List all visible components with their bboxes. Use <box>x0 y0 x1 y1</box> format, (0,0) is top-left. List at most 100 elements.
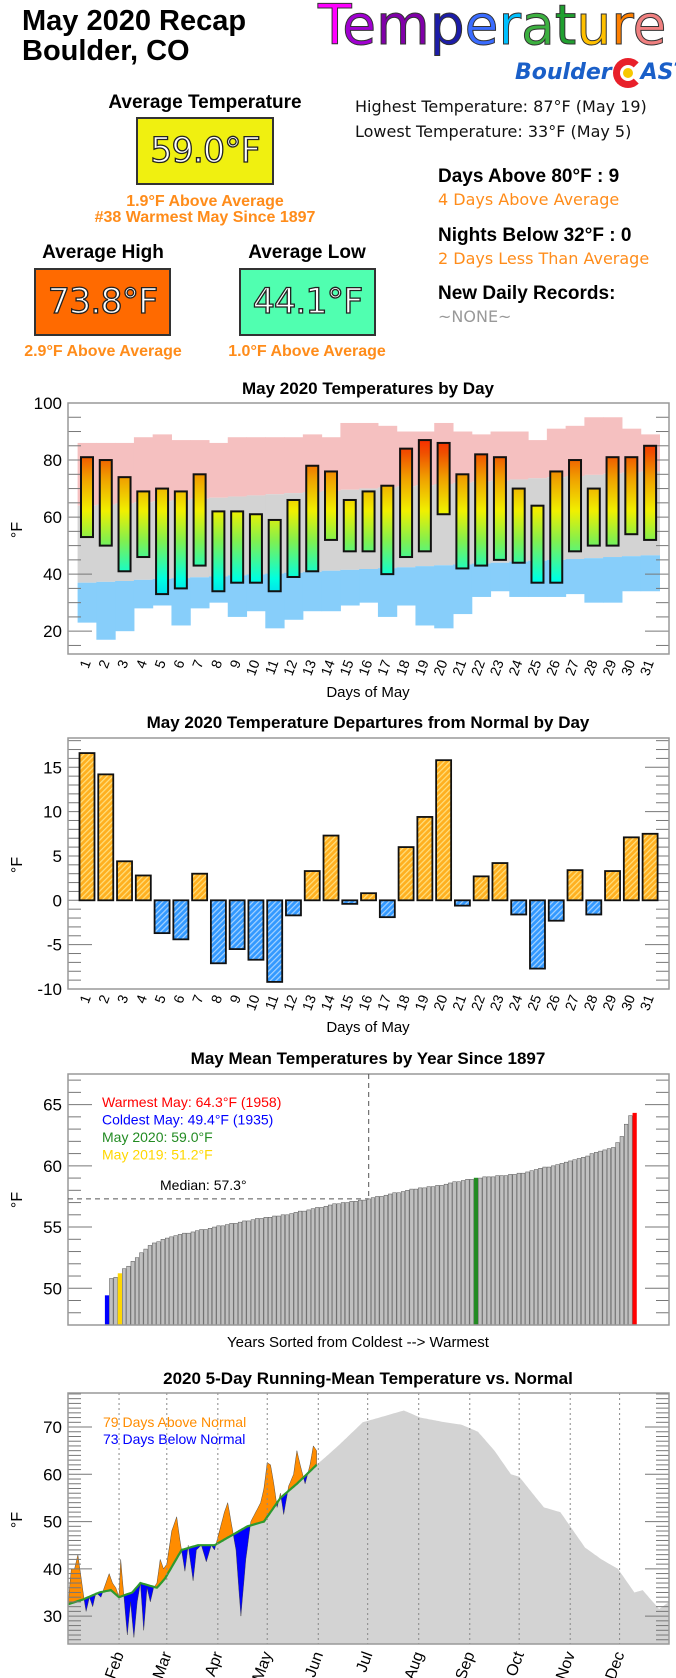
year-bar <box>323 1205 328 1326</box>
year-bar <box>332 1203 337 1326</box>
chart4-ytick-label: 60 <box>43 1465 62 1484</box>
nights-below-32-note: 2 Days Less Than Average <box>438 249 650 268</box>
year-bar <box>409 1188 414 1326</box>
year-bar <box>233 1223 238 1326</box>
departure-bar <box>453 899 471 907</box>
daily-range-bar <box>586 487 601 547</box>
chart2-xlabel: Days of May <box>326 1019 410 1036</box>
avg-high-departure: 2.9°F Above Average <box>24 343 182 360</box>
daily-range-bar <box>474 453 489 567</box>
highlight-year-bar <box>473 1177 479 1326</box>
highest-temp: Highest Temperature: 87°F (May 19) <box>355 97 647 116</box>
daily-range-bar <box>211 510 226 593</box>
chart3-ylabel: °F <box>9 1192 26 1208</box>
avg-temp-box: 59.0°F <box>136 117 274 185</box>
chart1-ytick-label: 100 <box>34 394 62 413</box>
year-bar <box>293 1212 298 1326</box>
year-bar <box>207 1228 213 1326</box>
departure-bar <box>247 899 265 961</box>
departure-bar <box>134 874 152 902</box>
chart1-xtick-label: 9 <box>226 657 244 670</box>
daily-range-bar <box>305 464 320 573</box>
chart1-xtick-label: 12 <box>280 657 300 677</box>
daily-range-bar <box>98 459 113 547</box>
chart1-xtick-label: 10 <box>242 657 262 677</box>
year-bar <box>229 1223 234 1326</box>
logo-letter: e <box>464 0 499 57</box>
legend-entry: Coldest May: 49.4°F (1935) <box>102 1112 273 1128</box>
chart1-xtick-label: 29 <box>599 657 619 677</box>
nights-below-32: Nights Below 32°F : 0 <box>438 225 632 246</box>
chart1-ytick-label: 80 <box>43 451 62 470</box>
record-low-band <box>584 558 604 603</box>
chart2-xtick-label: 16 <box>355 992 375 1012</box>
year-bar <box>418 1187 423 1326</box>
record-low-band <box>302 571 323 612</box>
days-above-80-note: 4 Days Above Average <box>438 190 620 209</box>
chart2-xtick-label: 31 <box>637 992 657 1012</box>
departure-bar <box>228 899 246 950</box>
departure-bar <box>641 832 659 902</box>
record-low-band <box>340 569 360 606</box>
daily-range-bar <box>624 456 639 536</box>
record-low-band <box>227 575 248 617</box>
legend-entry: 79 Days Above Normal <box>103 1414 246 1430</box>
chart1-xtick-label: 2 <box>95 657 113 670</box>
chart3-title: May Mean Temperatures by Year Since 1897 <box>191 1049 546 1068</box>
daily-range-bar <box>192 473 207 567</box>
year-bar <box>362 1199 367 1326</box>
departure-bar <box>472 875 490 902</box>
year-bar <box>443 1183 448 1326</box>
year-bar <box>435 1185 440 1326</box>
chart1-xtick-label: 21 <box>449 657 469 677</box>
year-bar <box>109 1278 114 1326</box>
daily-range-bar <box>417 439 432 553</box>
chart2-ytick-label: -5 <box>47 936 62 955</box>
year-bar <box>508 1174 513 1326</box>
chart1-title: May 2020 Temperatures by Day <box>242 379 495 398</box>
departure-bar <box>491 862 509 902</box>
departure-bar <box>153 899 171 935</box>
chart2-xtick-label: 24 <box>505 992 525 1012</box>
year-bar <box>255 1218 260 1326</box>
record-low-band <box>359 569 379 603</box>
year-bar <box>315 1207 320 1326</box>
chart4-ytick-label: 40 <box>43 1560 62 1579</box>
departure-bar <box>78 752 96 902</box>
month-tick-label: May <box>250 1650 276 1678</box>
year-bar <box>456 1181 461 1326</box>
year-bar <box>225 1224 230 1326</box>
chart1-xlabel: Days of May <box>326 684 410 701</box>
record-low-band <box>321 570 341 612</box>
chart1-xtick-label: 14 <box>317 657 337 677</box>
chart1-xtick-label: 3 <box>114 657 132 670</box>
normal-line-2020 <box>67 1464 318 1606</box>
year-bar <box>516 1172 521 1326</box>
chart1-xtick-label: 30 <box>618 657 638 677</box>
logo-letter: m <box>376 0 431 57</box>
daily-range-bar <box>342 498 357 553</box>
logo-letter: u <box>576 0 612 57</box>
departure-bar <box>566 869 584 902</box>
year-bar <box>551 1165 556 1326</box>
departure-bar <box>604 870 621 902</box>
chart2-xtick-label: 8 <box>208 992 226 1005</box>
year-bar <box>413 1188 418 1326</box>
month-tick-label: Mar <box>150 1649 176 1678</box>
year-bar <box>405 1190 410 1326</box>
chart2-xtick-label: 3 <box>114 992 132 1005</box>
chart1-xtick-label: 25 <box>524 657 544 677</box>
departure-bar <box>341 899 359 905</box>
year-bar <box>203 1229 208 1326</box>
bouldercast-logo: Boulder AST <box>515 56 676 90</box>
year-bar <box>619 1136 624 1326</box>
year-bar <box>469 1179 474 1326</box>
chart2-xtick-label: 14 <box>317 992 337 1012</box>
chart1-xtick-label: 13 <box>299 657 319 677</box>
chart1-xtick-label: 27 <box>561 657 581 677</box>
record-high-band <box>227 437 248 497</box>
days-above-80: Days Above 80°F : 9 <box>438 166 620 187</box>
record-low-band <box>490 562 510 592</box>
year-bar <box>310 1208 315 1326</box>
year-bar <box>237 1221 243 1326</box>
